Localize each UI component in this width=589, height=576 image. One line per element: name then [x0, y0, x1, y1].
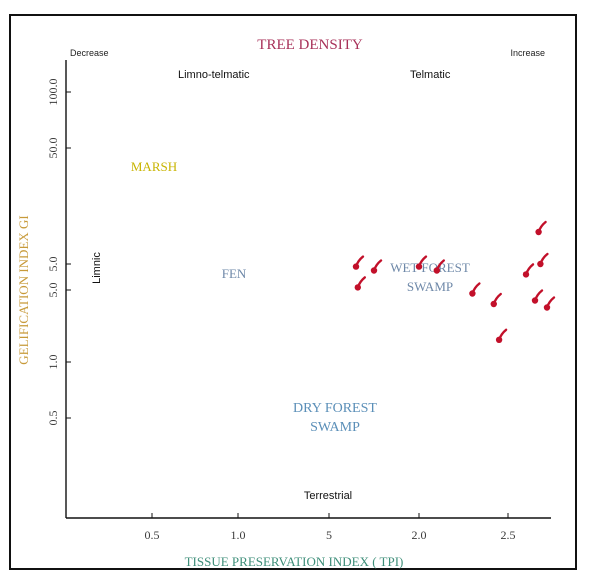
x-tick-label: 2.5 — [501, 528, 516, 542]
data-point — [415, 263, 423, 270]
region-label: MARSH — [131, 159, 177, 174]
region-label-line: DRY FOREST — [293, 401, 377, 416]
region-label: FEN — [222, 266, 247, 281]
terrestrial-label: Terrestrial — [304, 490, 352, 502]
limno-telmatic-label: Limno-telmatic — [178, 69, 250, 81]
data-point — [537, 260, 544, 268]
y-tick-label: 50.0 — [46, 138, 60, 159]
data-point — [490, 300, 497, 308]
decrease-label: Decrease — [70, 48, 109, 58]
region-label-line: SWAMP — [407, 279, 453, 294]
y-tick-label: 1.0 — [46, 355, 60, 370]
x-axis-title: TISSUE PRESERVATION INDEX ( TPI) — [185, 554, 404, 569]
data-point — [469, 290, 476, 297]
region-label-line: WET FOREST — [390, 260, 470, 275]
limnic-label: Limnic — [91, 252, 103, 284]
data-point — [433, 267, 440, 274]
region-label-line: SWAMP — [310, 420, 360, 435]
y-tick-label: 5.0 — [46, 283, 60, 298]
y-tick-label: 0.5 — [46, 411, 60, 426]
data-point — [352, 263, 360, 270]
data-point — [370, 267, 378, 274]
increase-label: Increase — [510, 48, 545, 58]
y-tick-label: 5.0 — [46, 257, 60, 272]
x-tick-label: 0.5 — [145, 528, 160, 542]
data-point — [535, 228, 542, 236]
data-point — [531, 297, 539, 304]
y-axis-title: GELIFICATION INDEX GI — [16, 215, 31, 364]
data-point — [522, 271, 530, 278]
data-point — [354, 284, 361, 291]
x-tick-label: 1.0 — [231, 528, 246, 542]
data-point — [543, 304, 551, 311]
telmatic-label: Telmatic — [410, 69, 451, 81]
y-tick-label: 100.0 — [46, 79, 60, 106]
x-tick-label: 2.0 — [412, 528, 427, 542]
figure-frame — [9, 14, 577, 570]
data-point — [495, 336, 503, 343]
chart-title: TREE DENSITY — [257, 37, 363, 53]
x-tick-label: 5 — [326, 528, 332, 542]
